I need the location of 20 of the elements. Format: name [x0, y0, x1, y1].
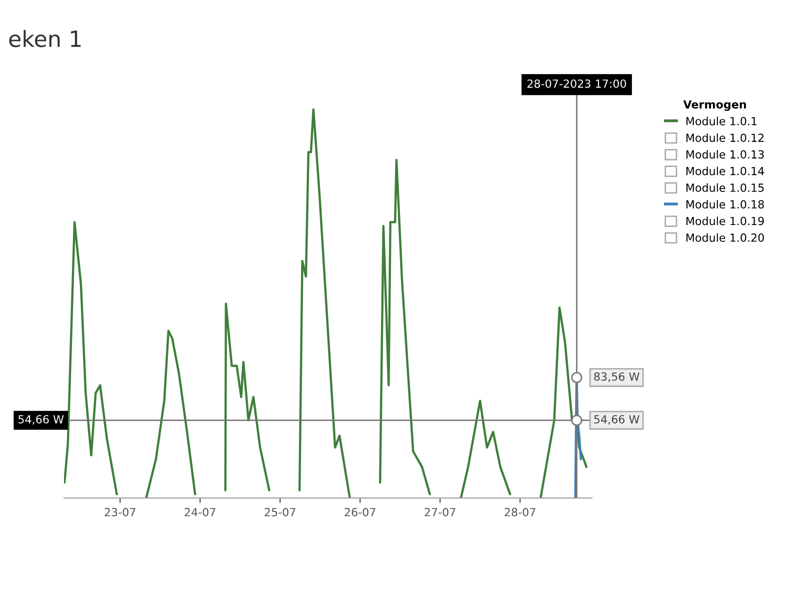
x-tick-label: 28-07 [504, 508, 536, 516]
x-tick-label: 27-07 [424, 508, 456, 516]
legend-label: Module 1.0.20 [686, 233, 764, 242]
legend-label: Module 1.0.19 [686, 216, 764, 226]
legend-title: Vermogen [683, 100, 746, 111]
ref-line-label: 28-07-2023 17:00 [527, 79, 626, 88]
annotation: 54,66 W [594, 415, 640, 425]
x-tick-label: 26-07 [344, 508, 376, 516]
legend-label: Module 1.0.14 [686, 166, 764, 176]
legend-label: Module 1.0.15 [686, 183, 764, 192]
chart-title: eken 1 [9, 30, 81, 48]
legend-label: Module 1.0.1 [686, 116, 757, 126]
legend-label: Module 1.0.12 [686, 133, 764, 142]
legend-label: Module 1.0.18 [686, 200, 764, 209]
legend-label: Module 1.0.13 [686, 150, 764, 159]
annotation: 83,56 W [594, 372, 640, 382]
x-tick-label: 23-07 [104, 508, 136, 516]
x-tick-label: 24-07 [184, 508, 216, 516]
x-tick-label: 25-07 [264, 508, 296, 516]
ref-line-label: 54,66 W [18, 415, 64, 425]
